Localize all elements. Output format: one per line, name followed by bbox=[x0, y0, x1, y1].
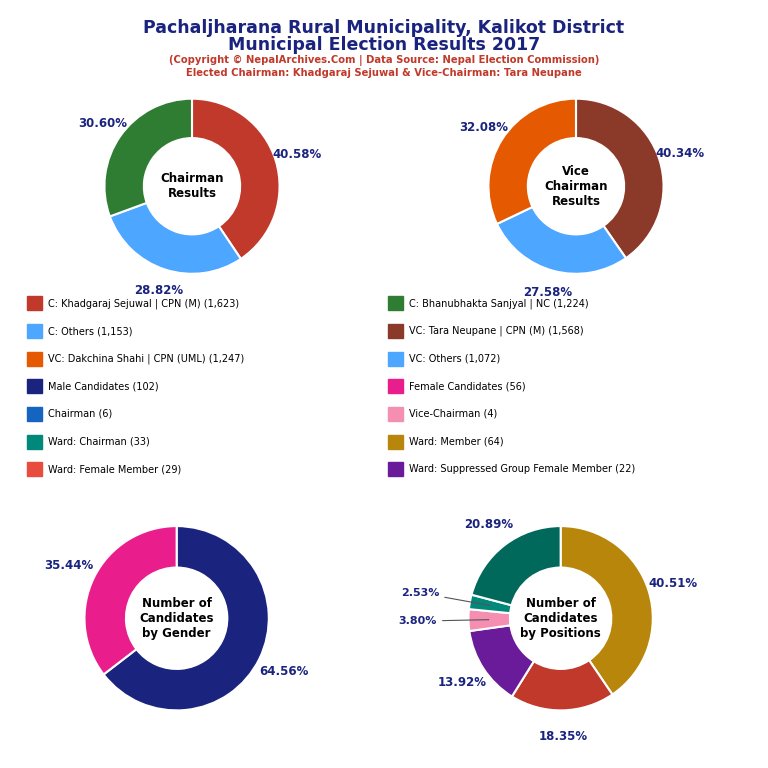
Wedge shape bbox=[497, 207, 626, 273]
Text: 3.80%: 3.80% bbox=[399, 616, 488, 626]
Text: 64.56%: 64.56% bbox=[260, 664, 309, 677]
Text: 27.58%: 27.58% bbox=[523, 286, 572, 299]
Text: VC: Dakchina Shahi | CPN (UML) (1,247): VC: Dakchina Shahi | CPN (UML) (1,247) bbox=[48, 353, 245, 364]
Text: 2.53%: 2.53% bbox=[401, 588, 490, 605]
Text: C: Bhanubhakta Sanjyal | NC (1,224): C: Bhanubhakta Sanjyal | NC (1,224) bbox=[409, 298, 589, 309]
Wedge shape bbox=[110, 203, 241, 273]
Text: Vice
Chairman
Results: Vice Chairman Results bbox=[545, 165, 607, 207]
Text: Ward: Female Member (29): Ward: Female Member (29) bbox=[48, 464, 182, 475]
Text: (Copyright © NepalArchives.Com | Data Source: Nepal Election Commission): (Copyright © NepalArchives.Com | Data So… bbox=[169, 55, 599, 66]
Text: 32.08%: 32.08% bbox=[459, 121, 508, 134]
Text: Female Candidates (56): Female Candidates (56) bbox=[409, 381, 526, 392]
Wedge shape bbox=[469, 594, 511, 613]
Text: Pachaljharana Rural Municipality, Kalikot District: Pachaljharana Rural Municipality, Kaliko… bbox=[144, 19, 624, 37]
Text: 18.35%: 18.35% bbox=[538, 730, 588, 743]
Wedge shape bbox=[192, 99, 280, 259]
Wedge shape bbox=[84, 526, 177, 674]
Text: 30.60%: 30.60% bbox=[78, 117, 127, 130]
Text: Ward: Member (64): Ward: Member (64) bbox=[409, 436, 504, 447]
Text: C: Others (1,153): C: Others (1,153) bbox=[48, 326, 133, 336]
Text: Vice-Chairman (4): Vice-Chairman (4) bbox=[409, 409, 498, 419]
Text: 40.58%: 40.58% bbox=[272, 147, 321, 161]
Text: Number of
Candidates
by Gender: Number of Candidates by Gender bbox=[139, 597, 214, 640]
Text: VC: Tara Neupane | CPN (M) (1,568): VC: Tara Neupane | CPN (M) (1,568) bbox=[409, 326, 584, 336]
Wedge shape bbox=[469, 625, 534, 697]
Text: Male Candidates (102): Male Candidates (102) bbox=[48, 381, 159, 392]
Wedge shape bbox=[104, 526, 269, 710]
Wedge shape bbox=[576, 99, 664, 258]
Text: VC: Others (1,072): VC: Others (1,072) bbox=[409, 353, 501, 364]
Text: Number of
Candidates
by Positions: Number of Candidates by Positions bbox=[520, 597, 601, 640]
Text: 28.82%: 28.82% bbox=[134, 284, 183, 297]
Text: Ward: Suppressed Group Female Member (22): Ward: Suppressed Group Female Member (22… bbox=[409, 464, 636, 475]
Wedge shape bbox=[488, 99, 576, 224]
Wedge shape bbox=[512, 660, 612, 710]
Text: Ward: Chairman (33): Ward: Chairman (33) bbox=[48, 436, 150, 447]
Text: 20.89%: 20.89% bbox=[464, 518, 513, 531]
Text: Chairman (6): Chairman (6) bbox=[48, 409, 113, 419]
Text: C: Khadgaraj Sejuwal | CPN (M) (1,623): C: Khadgaraj Sejuwal | CPN (M) (1,623) bbox=[48, 298, 240, 309]
Text: 35.44%: 35.44% bbox=[45, 559, 94, 572]
Text: 40.51%: 40.51% bbox=[649, 577, 698, 590]
Wedge shape bbox=[472, 526, 561, 605]
Text: Chairman
Results: Chairman Results bbox=[161, 172, 223, 200]
Wedge shape bbox=[104, 99, 192, 217]
Text: 13.92%: 13.92% bbox=[437, 676, 486, 689]
Text: Elected Chairman: Khadgaraj Sejuwal & Vice-Chairman: Tara Neupane: Elected Chairman: Khadgaraj Sejuwal & Vi… bbox=[186, 68, 582, 78]
Wedge shape bbox=[468, 609, 511, 631]
Text: Municipal Election Results 2017: Municipal Election Results 2017 bbox=[228, 36, 540, 54]
Text: 40.34%: 40.34% bbox=[656, 147, 705, 160]
Wedge shape bbox=[561, 526, 653, 694]
